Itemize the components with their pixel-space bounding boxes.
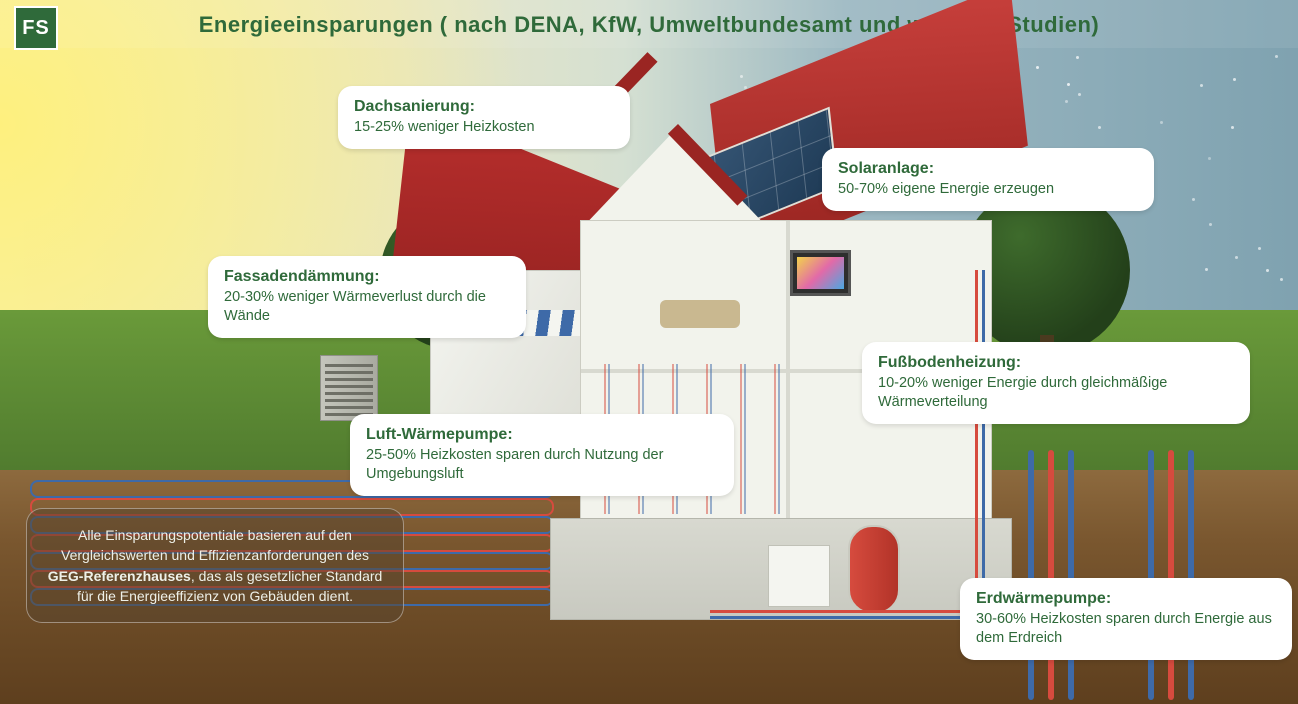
callout-facade: Fassadendämmung: 20-30% weniger Wärmeverl… [208, 256, 526, 338]
note-pre: Alle Einsparungspotentiale basieren auf … [61, 527, 369, 563]
borehole-pipe [1148, 450, 1154, 700]
pipe-cold-main [710, 616, 980, 619]
callout-ground-title: Erdwärmepumpe: [976, 590, 1276, 608]
callout-floor-text: 10-20% weniger Energie durch gleichmäßig… [878, 374, 1234, 412]
air-heat-pump-outdoor-unit [320, 355, 378, 421]
callout-ground-heat-pump: Erdwärmepumpe: 30-60% Heizkosten sparen d… [960, 578, 1292, 660]
indoor-heat-pump-unit [768, 545, 830, 607]
callout-floor-heating: Fußbodenheizung: 10-20% weniger Energie d… [862, 342, 1250, 424]
callout-roof-text: 15-25% weniger Heizkosten [354, 118, 614, 137]
borehole-pipe [1188, 450, 1194, 700]
callout-facade-text: 20-30% weniger Wärmeverlust durch die Wä… [224, 288, 510, 326]
infographic-stage: FS Energieeinsparungen ( nach DENA, KfW,… [0, 0, 1298, 704]
borehole-pipe [1028, 450, 1034, 700]
attic-tv [790, 250, 851, 296]
callout-roof: Dachsanierung: 15-25% weniger Heizkosten [338, 86, 630, 149]
callout-solar-title: Solaranlage: [838, 160, 1138, 178]
ground-source-boreholes [1028, 450, 1208, 700]
borehole-pipe [1168, 450, 1174, 700]
reference-note: Alle Einsparungspotentiale basieren auf … [26, 508, 404, 623]
borehole-pipe [1048, 450, 1054, 700]
callout-solar: Solaranlage: 50-70% eigene Energie erzeug… [822, 148, 1154, 211]
header-bar: FS Energieeinsparungen ( nach DENA, KfW,… [0, 0, 1298, 48]
callout-air-text: 25-50% Heizkosten sparen durch Nutzung d… [366, 446, 718, 484]
callout-air-title: Luft-Wärmepumpe: [366, 426, 718, 444]
callout-floor-title: Fußbodenheizung: [878, 354, 1234, 372]
page-title: Energieeinsparungen ( nach DENA, KfW, Um… [0, 12, 1298, 38]
callout-air-heat-pump: Luft-Wärmepumpe: 25-50% Heizkosten sparen… [350, 414, 734, 496]
borehole-pipe [1068, 450, 1074, 700]
pipe-hot-main [710, 610, 980, 613]
buffer-tank [848, 525, 900, 614]
callout-roof-title: Dachsanierung: [354, 98, 614, 116]
pipe-hot-riser [975, 270, 978, 615]
attic-sofa [660, 300, 740, 328]
callout-solar-text: 50-70% eigene Energie erzeugen [838, 180, 1138, 199]
callout-facade-title: Fassadendämmung: [224, 268, 510, 286]
pipe-cold-riser [982, 270, 985, 615]
callout-ground-text: 30-60% Heizkosten sparen durch Energie a… [976, 610, 1276, 648]
note-bold: GEG-Referenzhauses [48, 568, 191, 584]
